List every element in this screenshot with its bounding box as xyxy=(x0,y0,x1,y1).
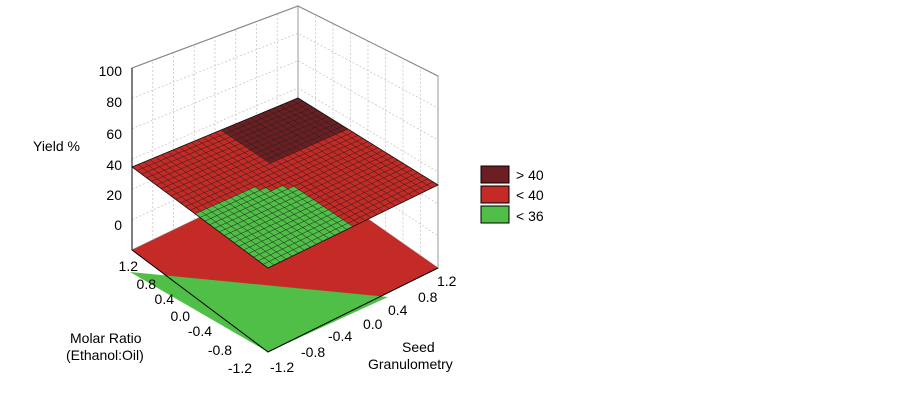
y-tick-label: 0.0 xyxy=(363,316,383,332)
box-top-edge xyxy=(131,5,439,77)
surface-outline xyxy=(131,97,439,269)
wall-gridline xyxy=(131,32,439,109)
x-tick-label: 0.4 xyxy=(155,291,175,307)
y-axis-label-line1: Seed xyxy=(402,339,435,355)
y-axis-label-line2: Granulometry xyxy=(368,356,453,372)
z-tick-label: 20 xyxy=(106,187,122,203)
x-axis-label-line1: Molar Ratio xyxy=(70,330,142,346)
y-tick-label: 0.8 xyxy=(418,289,438,305)
y-tick-label: 0.4 xyxy=(388,302,408,318)
floor-front-edge xyxy=(131,249,439,353)
y-tick-label: -1.2 xyxy=(270,359,294,375)
z-tick-label: 0 xyxy=(114,217,122,233)
x-tick-label: 1.2 xyxy=(119,258,139,274)
y-tick-label: -0.4 xyxy=(328,328,352,344)
x-tick-label: -0.4 xyxy=(188,323,212,339)
x-axis-ticks: 1.2 0.8 0.4 0.0 -0.4 -0.8 -1.2 xyxy=(119,258,253,376)
z-tick-label: 60 xyxy=(106,126,122,142)
x-tick-label: -0.8 xyxy=(208,342,232,358)
z-axis-ticks: 100 80 60 40 20 0 xyxy=(99,63,123,233)
z-axis-label: Yield % xyxy=(33,138,80,154)
x-tick-label: 0.0 xyxy=(171,308,191,324)
floor-green-region xyxy=(130,272,388,352)
wall-gridline xyxy=(131,87,439,173)
legend-swatch-below-40 xyxy=(480,185,510,204)
legend-label: > 40 xyxy=(516,167,544,183)
x-tick-label: -1.2 xyxy=(228,360,252,376)
y-axis-ticks: 1.2 0.8 0.4 0.0 -0.4 -0.8 -1.2 xyxy=(270,273,457,375)
x-axis-label-line2: (Ethanol:Oil) xyxy=(66,347,144,363)
response-surface xyxy=(131,97,439,269)
y-tick-label: 1.2 xyxy=(437,273,457,289)
z-tick-label: 100 xyxy=(99,63,123,79)
legend-swatch-below-36 xyxy=(480,205,510,224)
legend-label: < 36 xyxy=(516,208,544,224)
legend-label: < 40 xyxy=(516,187,544,203)
z-tick-label: 80 xyxy=(106,94,122,110)
y-tick-label: -0.8 xyxy=(301,344,325,360)
legend: > 40 < 40 < 36 xyxy=(480,165,544,224)
x-tick-label: 0.8 xyxy=(137,276,157,292)
legend-swatch-above-40 xyxy=(480,165,510,184)
z-tick-label: 40 xyxy=(106,157,122,173)
